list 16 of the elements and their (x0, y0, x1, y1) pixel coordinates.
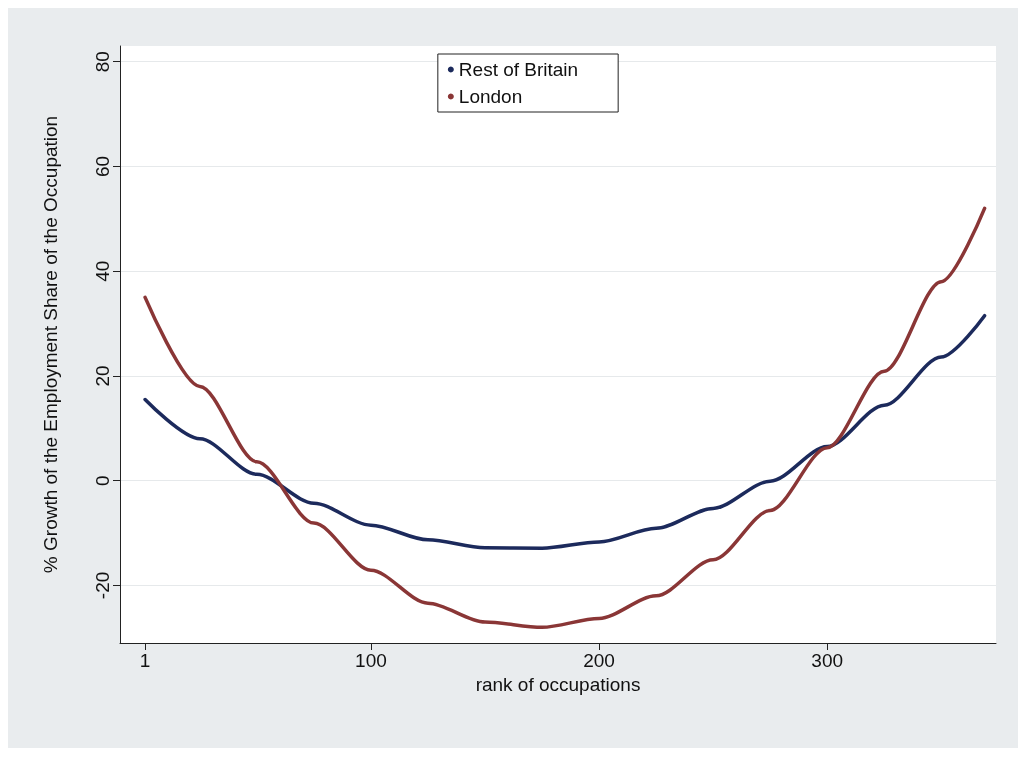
y-tick-label: 20 (92, 365, 113, 387)
y-tick-label: -20 (92, 571, 113, 600)
x-tick-label: 1 (139, 650, 151, 671)
y-tick-label: 80 (92, 51, 113, 73)
legend-label: London (458, 86, 523, 107)
y-tick-label: 60 (92, 155, 113, 178)
y-axis-title: % Growth of the Employment Share of the Occupation (40, 115, 61, 574)
y-tick-label: 0 (92, 475, 113, 486)
legend-label: Rest of Britain (458, 59, 579, 80)
line-series (143, 206, 987, 630)
x-tick-label: 100 (355, 650, 387, 671)
x-tick-label: 200 (583, 650, 615, 671)
line-series (143, 313, 987, 550)
x-tick-label: 300 (811, 650, 844, 671)
x-axis-title: rank of occupations (475, 673, 641, 695)
y-tick-label: 40 (92, 260, 113, 282)
